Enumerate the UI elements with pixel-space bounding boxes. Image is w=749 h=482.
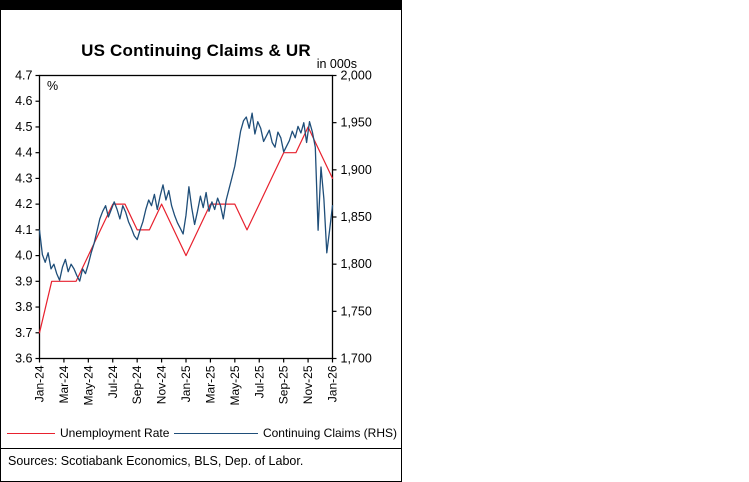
x-tick-label: Sep-24 bbox=[130, 365, 144, 404]
chart-legend: Unemployment Rate Continuing Claims (RHS… bbox=[1, 426, 403, 440]
x-tick-label: Jan-24 bbox=[33, 365, 47, 402]
x-tick-label: Jan-25 bbox=[179, 365, 193, 402]
y-left-tick-label: 3.6 bbox=[15, 352, 32, 366]
left-axis-units-label: % bbox=[47, 79, 59, 93]
y-right-tick-label: 1,750 bbox=[341, 304, 372, 318]
y-left-tick-label: 3.8 bbox=[15, 300, 32, 314]
y-left-tick-label: 4.2 bbox=[15, 197, 32, 211]
y-left-tick-label: 4.5 bbox=[15, 120, 32, 134]
series-line-unemployment-rate bbox=[38, 126, 334, 334]
y-right-tick-label: 1,900 bbox=[341, 163, 372, 177]
y-left-tick-label: 4.3 bbox=[15, 171, 32, 185]
x-tick-label: Mar-25 bbox=[203, 365, 217, 403]
legend-line-continuing-claims bbox=[174, 432, 258, 434]
y-left-tick-label: 3.7 bbox=[15, 326, 32, 340]
top-accent-bar bbox=[1, 1, 401, 10]
y-right-tick-label: 1,950 bbox=[341, 116, 372, 130]
right-axis-units-label: in 000s bbox=[316, 57, 357, 71]
x-tick-label: May-25 bbox=[228, 365, 242, 405]
chart-plot-area: 4.7 4.6 4.5 4.4 4.3 4.2 4.1 4.0 3.9 3.8 3.7 3.6 2,00… bbox=[1, 1, 403, 482]
y-left-tick-label: 4.1 bbox=[15, 223, 32, 237]
y-left-tick-label: 4.6 bbox=[15, 94, 32, 108]
chart-title: US Continuing Claims & UR bbox=[81, 41, 311, 60]
legend-label-continuing-claims: Continuing Claims (RHS) bbox=[262, 426, 397, 440]
footer-divider bbox=[1, 448, 401, 449]
x-tick-label: Jul-24 bbox=[106, 365, 120, 398]
chart-card: US Continuing Claims & UR in 000s % 4.7 4… bbox=[0, 0, 402, 482]
y-right-tick-label: 1,700 bbox=[341, 352, 372, 366]
chart-svg: 4.7 4.6 4.5 4.4 4.3 4.2 4.1 4.0 3.9 3.8 3.7 3.6 2,00… bbox=[15, 69, 372, 406]
y-left-tick-label: 4.0 bbox=[15, 249, 32, 263]
x-tick-label: Jan-26 bbox=[326, 365, 340, 402]
x-tick-label: Mar-24 bbox=[57, 365, 71, 403]
x-tick-label: May-24 bbox=[81, 365, 95, 405]
sources-note: Sources: Scotiabank Economics, BLS, Dep.… bbox=[8, 454, 304, 468]
x-tick-label: Nov-25 bbox=[301, 365, 315, 404]
x-tick-label: Nov-24 bbox=[155, 365, 169, 404]
legend-line-unemployment-rate bbox=[7, 432, 55, 434]
x-tick-label: Jul-25 bbox=[252, 365, 266, 398]
y-right-tick-label: 1,800 bbox=[341, 257, 372, 271]
y-right-tick-label: 1,850 bbox=[341, 210, 372, 224]
series-line-continuing-claims bbox=[38, 112, 334, 282]
x-tick-label: Sep-25 bbox=[277, 365, 291, 404]
y-left-tick-label: 4.4 bbox=[15, 146, 32, 160]
y-left-tick-label: 4.7 bbox=[15, 69, 32, 83]
y-left-tick-label: 3.9 bbox=[15, 274, 32, 288]
legend-label-unemployment-rate: Unemployment Rate bbox=[60, 426, 170, 440]
y-right-tick-label: 2,000 bbox=[341, 69, 372, 83]
